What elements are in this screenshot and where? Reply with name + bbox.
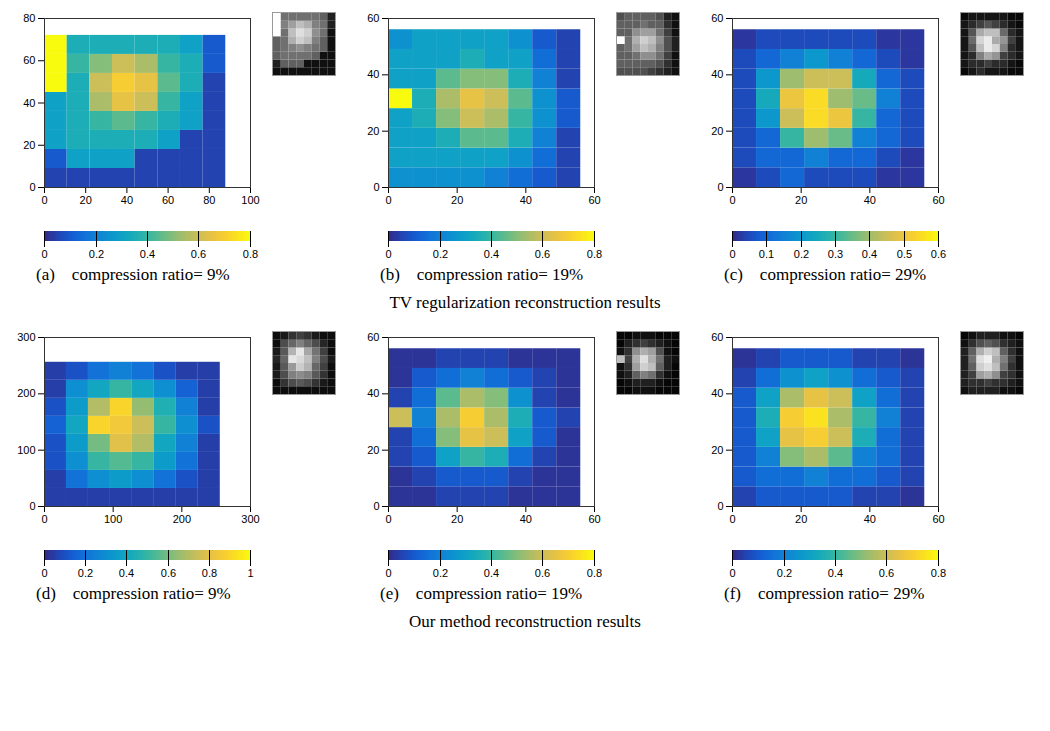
svg-text:60: 60 [932, 194, 944, 206]
svg-text:0.3: 0.3 [828, 248, 843, 260]
svg-text:40: 40 [711, 387, 723, 399]
svg-text:40: 40 [367, 387, 379, 399]
svg-text:0.1: 0.1 [759, 248, 774, 260]
svg-text:60: 60 [588, 513, 600, 525]
html-text:(f) compression ratio= 29%: (f) compression ratio= 29% [724, 584, 925, 603]
svg-text:0.8: 0.8 [243, 248, 258, 260]
svg-text:60: 60 [23, 54, 35, 66]
svg-text:0: 0 [373, 181, 379, 193]
html-text:TV regularization reconstructi: TV regularization reconstruction results [389, 293, 661, 312]
svg-text:300: 300 [17, 331, 35, 343]
svg-text:0.4: 0.4 [484, 567, 499, 579]
svg-text:0: 0 [729, 194, 735, 206]
svg-text:0.6: 0.6 [535, 567, 550, 579]
html-text:(d) compression ratio= 9%: (d) compression ratio= 9% [36, 584, 231, 603]
svg-text:20: 20 [367, 444, 379, 456]
svg-text:60: 60 [711, 331, 723, 343]
svg-text:0: 0 [41, 567, 47, 579]
svg-text:100: 100 [17, 444, 35, 456]
svg-text:0: 0 [729, 248, 735, 260]
svg-text:0.5: 0.5 [897, 248, 912, 260]
svg-text:0.2: 0.2 [794, 248, 809, 260]
svg-text:0: 0 [729, 567, 735, 579]
svg-text:40: 40 [121, 194, 133, 206]
svg-text:40: 40 [864, 194, 876, 206]
svg-text:0.8: 0.8 [587, 248, 602, 260]
svg-text:0.4: 0.4 [119, 567, 134, 579]
svg-text:100: 100 [241, 194, 259, 206]
svg-text:0.6: 0.6 [161, 567, 176, 579]
svg-text:40: 40 [520, 513, 532, 525]
svg-text:0: 0 [385, 567, 391, 579]
svg-text:40: 40 [711, 68, 723, 80]
svg-text:200: 200 [173, 513, 191, 525]
svg-text:0.4: 0.4 [140, 248, 155, 260]
svg-text:20: 20 [80, 194, 92, 206]
html-text:Our method reconstruction resu: Our method reconstruction results [409, 612, 641, 631]
svg-text:0.6: 0.6 [879, 567, 894, 579]
svg-text:0.6: 0.6 [931, 248, 946, 260]
html-text:(e) compression ratio= 19%: (e) compression ratio= 19% [380, 584, 583, 603]
svg-text:0.8: 0.8 [587, 567, 602, 579]
svg-text:0: 0 [729, 513, 735, 525]
svg-text:0.4: 0.4 [484, 248, 499, 260]
svg-text:0: 0 [717, 500, 723, 512]
svg-text:0: 0 [29, 181, 35, 193]
svg-text:100: 100 [104, 513, 122, 525]
svg-text:60: 60 [367, 12, 379, 24]
svg-text:0: 0 [373, 500, 379, 512]
svg-text:1: 1 [247, 567, 253, 579]
svg-text:0.6: 0.6 [535, 248, 550, 260]
svg-text:0.4: 0.4 [828, 567, 843, 579]
svg-text:60: 60 [588, 194, 600, 206]
html-text:(c) compression ratio= 29%: (c) compression ratio= 29% [724, 265, 927, 284]
html-text:(b) compression ratio= 19%: (b) compression ratio= 19% [380, 265, 584, 284]
svg-text:0: 0 [385, 513, 391, 525]
svg-text:20: 20 [795, 194, 807, 206]
svg-text:60: 60 [932, 513, 944, 525]
svg-text:0.6: 0.6 [191, 248, 206, 260]
svg-text:20: 20 [711, 125, 723, 137]
svg-text:0: 0 [717, 181, 723, 193]
svg-text:0.4: 0.4 [862, 248, 877, 260]
svg-text:0.2: 0.2 [89, 248, 104, 260]
svg-text:200: 200 [17, 387, 35, 399]
svg-text:0.2: 0.2 [433, 567, 448, 579]
svg-text:300: 300 [241, 513, 259, 525]
svg-text:0.8: 0.8 [931, 567, 946, 579]
svg-text:40: 40 [23, 97, 35, 109]
svg-text:60: 60 [162, 194, 174, 206]
svg-text:20: 20 [23, 139, 35, 151]
svg-text:40: 40 [367, 68, 379, 80]
svg-text:0.8: 0.8 [202, 567, 217, 579]
html-text:(a) compression ratio= 9%: (a) compression ratio= 9% [36, 265, 230, 284]
svg-text:60: 60 [711, 12, 723, 24]
svg-text:20: 20 [795, 513, 807, 525]
svg-text:20: 20 [711, 444, 723, 456]
svg-text:20: 20 [367, 125, 379, 137]
svg-text:40: 40 [864, 513, 876, 525]
svg-text:0: 0 [41, 248, 47, 260]
svg-text:0: 0 [385, 194, 391, 206]
svg-text:80: 80 [203, 194, 215, 206]
svg-text:80: 80 [23, 12, 35, 24]
svg-text:20: 20 [451, 194, 463, 206]
svg-text:0.2: 0.2 [433, 248, 448, 260]
svg-text:0: 0 [41, 513, 47, 525]
svg-text:0: 0 [385, 248, 391, 260]
svg-text:0: 0 [29, 500, 35, 512]
svg-text:60: 60 [367, 331, 379, 343]
svg-text:0.2: 0.2 [78, 567, 93, 579]
svg-text:40: 40 [520, 194, 532, 206]
svg-text:20: 20 [451, 513, 463, 525]
svg-text:0: 0 [41, 194, 47, 206]
svg-text:0.2: 0.2 [777, 567, 792, 579]
